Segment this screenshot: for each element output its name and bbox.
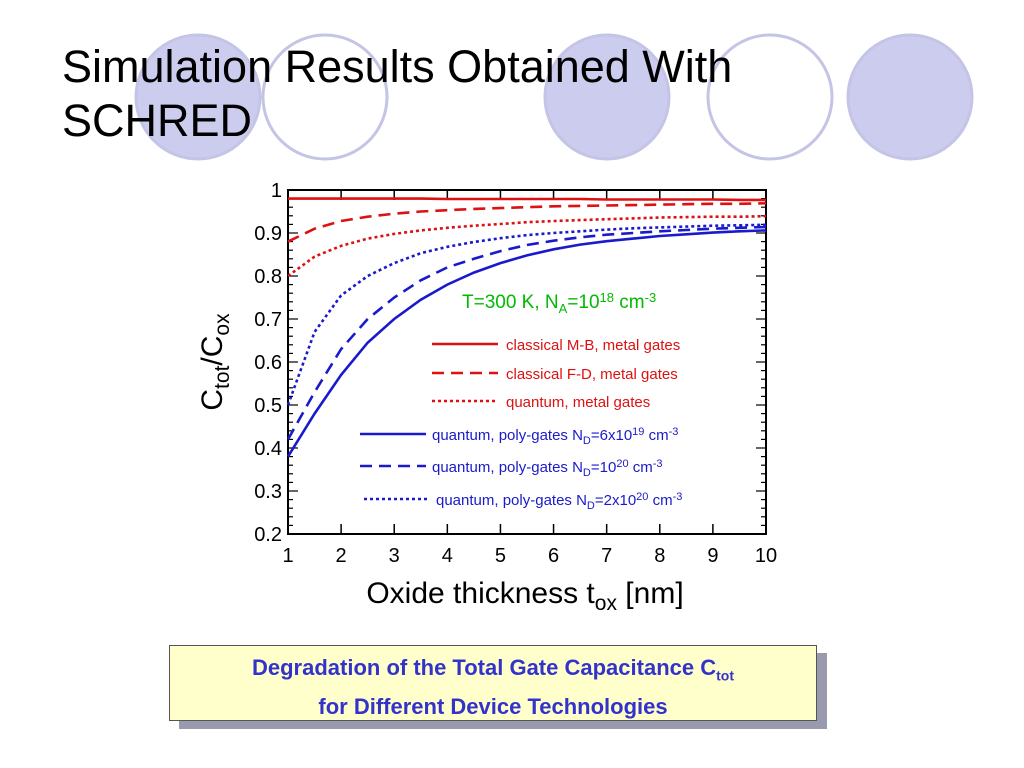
x-tick-label: 7 bbox=[601, 545, 612, 567]
decorative-circle bbox=[261, 33, 389, 161]
x-tick-label: 5 bbox=[495, 545, 506, 567]
caption-line-1-sub: tot bbox=[716, 667, 734, 684]
series-line bbox=[286, 225, 767, 441]
x-tick-label: 8 bbox=[654, 545, 665, 567]
legend-label: quantum, metal gates bbox=[506, 394, 650, 411]
x-tick-label: 10 bbox=[755, 545, 777, 567]
legend-label: classical M-B, metal gates bbox=[506, 337, 680, 354]
y-tick-label: 0.8 bbox=[254, 266, 282, 288]
y-tick-label: 0.9 bbox=[254, 223, 282, 245]
y-tick-label: 0.3 bbox=[254, 481, 282, 503]
y-tick-label: 0.2 bbox=[254, 524, 282, 546]
legend-label: quantum, poly-gates ND=6x1019 cm-3 bbox=[432, 426, 678, 447]
decorative-circles bbox=[134, 33, 974, 161]
x-tick-label: 6 bbox=[548, 545, 559, 567]
slide-title-line-2: SCHRED bbox=[62, 95, 253, 146]
x-tick-label: 2 bbox=[336, 545, 347, 567]
decorative-circle bbox=[846, 33, 974, 161]
caption-line-1-text: Degradation of the Total Gate Capacitanc… bbox=[251, 655, 717, 680]
x-tick-label: 9 bbox=[707, 545, 718, 567]
decorative-circle bbox=[706, 33, 834, 161]
x-tick-label: 4 bbox=[442, 545, 453, 567]
series-line bbox=[286, 229, 767, 458]
caption-line-2: for Different Device Technologies bbox=[318, 694, 668, 720]
series-line bbox=[287, 202, 767, 243]
series-line bbox=[286, 223, 767, 406]
y-tick-label: 0.5 bbox=[254, 395, 282, 417]
series-line bbox=[288, 197, 766, 202]
x-axis-label: Oxide thickness tox [nm] bbox=[366, 577, 683, 615]
legend-label: quantum, poly-gates ND=2x1020 cm-3 bbox=[436, 491, 682, 512]
y-axis-label: Ctot/Cox bbox=[196, 313, 234, 411]
decorative-circle bbox=[134, 33, 262, 161]
caption-line-1: Degradation of the Total Gate Capacitanc… bbox=[170, 652, 816, 691]
legend-label: classical F-D, metal gates bbox=[506, 366, 678, 383]
decorative-circle bbox=[543, 33, 671, 161]
y-tick-label: 0.4 bbox=[254, 438, 282, 460]
caption-box: Degradation of the Total Gate Capacitanc… bbox=[169, 645, 817, 721]
legend-label: quantum, poly-gates ND=1020 cm-3 bbox=[432, 458, 663, 479]
y-tick-label: 0.6 bbox=[254, 352, 282, 374]
x-tick-label: 1 bbox=[282, 545, 293, 567]
x-tick-label: 3 bbox=[389, 545, 400, 567]
slide-title: Simulation Results Obtained With SCHRED bbox=[62, 40, 732, 148]
series-line bbox=[287, 214, 767, 278]
y-tick-label: 1 bbox=[271, 180, 282, 202]
annotation-text: T=300 K, NA=1018 cm-3 bbox=[462, 290, 656, 315]
capacitance-chart: 1 2 3 4 5 6 7 8 9 10 0.2 0.3 0.4 0.5 0.6 0.7 0.8 0.9 1 Oxid… bbox=[196, 180, 777, 615]
y-tick-label: 0.7 bbox=[254, 309, 282, 331]
slide-title-line-1: Simulation Results Obtained With bbox=[62, 41, 733, 92]
